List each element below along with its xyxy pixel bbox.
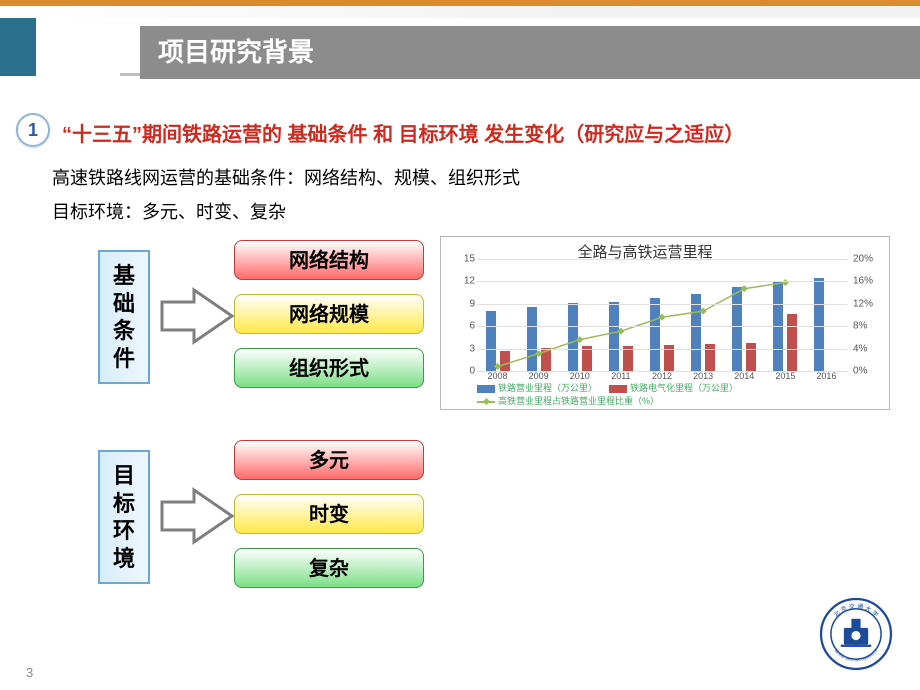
y-left-tick: 0 [445,366,475,377]
y-right-tick: 0% [853,366,883,377]
vbox-char: 境 [100,545,148,573]
trend-marker [741,285,748,292]
y-axis-right: 0%4%8%12%16%20% [853,259,883,371]
y-left-tick: 12 [445,276,475,287]
legend-label-blue: 铁路营业里程（万公里） [498,383,597,393]
x-tick-label: 2011 [611,371,630,381]
x-tick-label: 2014 [734,371,754,381]
pill-network-scale: 网络规模 [234,294,424,334]
trend-marker [576,336,583,343]
pill-diverse: 多元 [234,440,424,480]
vbox-char: 件 [100,345,148,373]
mileage-chart: 全路与高铁运营里程 03691215 0%4%8%12%16%20% 20082… [440,236,890,410]
legend-swatch-line [477,401,495,403]
page-number: 3 [26,665,33,680]
vbox-char: 标 [100,490,148,518]
x-tick-label: 2016 [816,371,836,381]
y-left-tick: 3 [445,343,475,354]
vbox-char: 环 [100,517,148,545]
trend-marker [494,363,501,370]
pill-complex: 复杂 [234,548,424,588]
x-tick-label: 2012 [652,371,672,381]
university-logo: 北 京 交 通 大 学 BEIJING JIAOTONG UNIVERSITY [818,596,894,672]
legend-label-red: 铁路电气化里程（万公里） [630,383,738,393]
y-left-tick: 9 [445,298,475,309]
trend-marker [782,279,789,286]
line-layer [477,259,847,371]
y-right-tick: 8% [853,321,883,332]
pill-time-varying: 时变 [234,494,424,534]
legend-label-line: 高铁营业里程占铁路营业里程比重（%） [498,396,659,406]
top-gradient [0,6,920,18]
y-left-tick: 6 [445,321,475,332]
y-axis-left: 03691215 [445,259,475,371]
trend-marker [535,350,542,357]
chart-plot-area [477,259,847,371]
header-accent [0,18,36,76]
page-title: 项目研究背景 [140,26,920,79]
x-tick-label: 2008 [488,371,508,381]
x-tick-label: 2013 [693,371,713,381]
trend-marker [658,314,665,321]
vbox-basic-conditions: 基 础 条 件 [98,250,150,384]
y-right-tick: 4% [853,343,883,354]
legend-swatch-red [609,385,627,393]
x-tick-label: 2010 [570,371,590,381]
legend-swatch-blue [477,385,495,393]
vbox-char: 条 [100,317,148,345]
vbox-char: 础 [100,290,148,318]
trend-marker [700,308,707,315]
vbox-char: 目 [100,462,148,490]
pill-organization-form: 组织形式 [234,348,424,388]
chart-legend: 铁路营业里程（万公里） 铁路电气化里程（万公里） 高铁营业里程占铁路营业里程比重… [477,381,881,407]
description-line-1: 高速铁路线网运营的基础条件：网络结构、规模、组织形式 [52,164,520,190]
x-tick-label: 2009 [529,371,549,381]
arrow-icon [158,486,236,546]
y-right-tick: 16% [853,276,883,287]
subtitle: “十三五”期间铁路运营的 基础条件 和 目标环境 发生变化（研究应与之适应） [62,118,744,147]
pill-network-structure: 网络结构 [234,240,424,280]
header: 项目研究背景 [120,18,920,76]
y-left-tick: 15 [445,254,475,265]
y-right-tick: 20% [853,254,883,265]
y-right-tick: 12% [853,298,883,309]
arrow-icon [158,286,236,346]
section-number-badge: 1 [16,113,50,147]
vbox-char: 基 [100,262,148,290]
trend-marker [617,328,624,335]
description-line-2: 目标环境：多元、时变、复杂 [52,198,286,224]
vbox-target-environment: 目 标 环 境 [98,450,150,584]
x-tick-label: 2015 [775,371,795,381]
